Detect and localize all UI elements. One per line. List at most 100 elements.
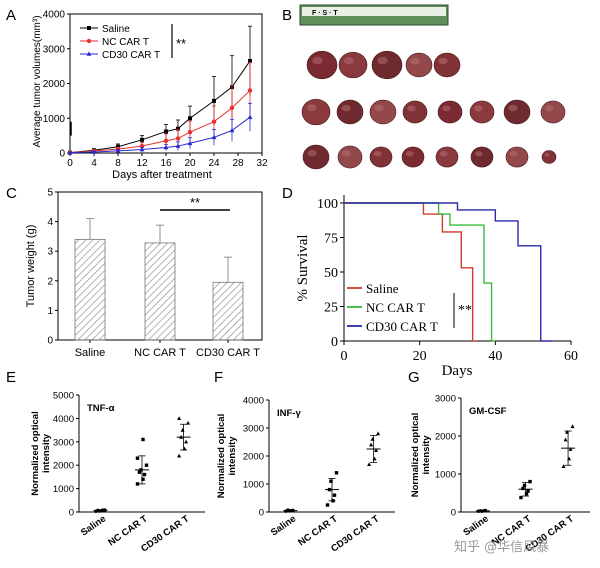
y-tick-label: 3 (47, 247, 53, 258)
data-point (139, 146, 145, 152)
data-point (329, 479, 333, 483)
x-tick-label: 20 (413, 349, 427, 364)
tumor-highlight (342, 150, 351, 157)
data-point (332, 493, 337, 497)
y-tick-label: 3000 (243, 424, 264, 435)
data-point (522, 483, 527, 488)
data-point (325, 503, 330, 507)
y-tick-label: 5000 (53, 391, 74, 402)
x-tick-label: 24 (208, 158, 220, 169)
data-point (376, 431, 381, 436)
survival-curve-1 (344, 202, 496, 342)
data-point (135, 482, 140, 486)
tumor-highlight (405, 150, 414, 157)
y-tick-label: 3000 (435, 394, 456, 405)
panel-g-gmcsf-chart: 0 1000 2000 3000 GM-CSF Normalized optical int… (410, 394, 590, 555)
data-point (91, 149, 97, 154)
tumor-grid (301, 50, 566, 170)
legend-label: NC CAR T (366, 300, 425, 315)
tumor-sample (336, 99, 364, 125)
tumor-sample (405, 52, 433, 78)
x-tick-label: CD30 CAR T (196, 347, 260, 359)
data-point (137, 470, 142, 474)
panel-letter-c: C (6, 185, 17, 202)
x-tick-label: 0 (341, 349, 348, 364)
panel-b-photo: F · S · T (299, 4, 566, 170)
y-tick-label: 50 (324, 266, 338, 281)
panel-letter-f: F (214, 369, 223, 386)
significance-label: ** (190, 195, 200, 210)
watermark: 知乎 @华信风暴 (454, 539, 549, 555)
x-axis-label: Days (442, 363, 473, 379)
panel-letter-b: B (282, 7, 292, 24)
data-point (115, 148, 121, 153)
bar (144, 242, 176, 341)
data-point (561, 464, 566, 468)
legend-marker (86, 51, 92, 56)
chart-title: TNF-α (87, 403, 115, 414)
y-tick-label: 0 (259, 508, 264, 519)
legend-marker (87, 26, 91, 30)
series-line-2 (69, 116, 251, 154)
tumor-sample (306, 50, 338, 80)
x-tick-label: Saline (269, 513, 298, 538)
data-point (142, 472, 147, 477)
data-point (229, 127, 235, 133)
y-tick-label: 100 (317, 197, 338, 212)
bar (212, 281, 244, 341)
series-line-1 (69, 90, 251, 154)
legend-marker (86, 38, 92, 44)
legend-label: Saline (102, 24, 130, 35)
y-tick-label: 0 (451, 508, 456, 519)
x-tick-label: Saline (75, 347, 106, 359)
x-tick-label: 20 (184, 158, 196, 169)
y-tick-label: 0 (59, 149, 65, 160)
y-axis-label: Average tumor volumes(mm³) (32, 15, 43, 147)
y-tick-label: 75 (324, 232, 338, 247)
data-point (374, 448, 379, 452)
data-point (188, 116, 192, 121)
tumor-sample (401, 146, 425, 168)
survival-curve-0 (344, 202, 477, 342)
tumor-sample (302, 144, 330, 170)
y-tick-label: 5 (47, 188, 53, 199)
data-point (369, 442, 374, 447)
panel-letter-a: A (6, 7, 16, 24)
y-tick-label: 0 (69, 508, 74, 519)
tumor-sample (338, 51, 368, 79)
x-tick-label: 40 (488, 349, 502, 364)
data-point (187, 140, 193, 146)
x-tick-label: 4 (91, 158, 97, 169)
x-tick-label: NC CAR T (134, 347, 186, 359)
legend-label: CD30 CAR T (366, 319, 438, 334)
data-point (140, 137, 144, 142)
y-axis-label: Tumor weight (g) (25, 225, 37, 308)
data-point (164, 129, 168, 134)
y-tick-label: 4000 (43, 10, 66, 21)
y-axis-label: Normalized optical (410, 413, 421, 497)
data-point (67, 150, 73, 155)
panel-c-tumor-weight-chart: 0 1 2 3 4 5 Tumor weight (g) Saline NC CAR T CD30… (25, 188, 263, 359)
chart-title: INF-γ (277, 408, 301, 419)
y-axis-label: Normalized optical (216, 414, 227, 498)
tumor-highlight (545, 105, 554, 112)
y-tick-label: 2 (47, 276, 53, 287)
tumor-sample (541, 150, 557, 164)
ruler-scale (302, 7, 446, 16)
tumor-sample (435, 146, 459, 168)
x-tick-label: 0 (67, 158, 73, 169)
tumor-sample (369, 146, 393, 168)
tumor-highlight (410, 57, 420, 65)
y-axis-label: Normalized optical (30, 411, 41, 495)
y-tick-label: 3000 (43, 44, 66, 55)
x-tick-label: 32 (256, 158, 268, 169)
data-point (135, 456, 140, 460)
y-tick-label: 2000 (243, 452, 264, 463)
x-tick-label: 28 (232, 158, 244, 169)
tumor-sample (402, 100, 428, 124)
y-tick-label: 2000 (43, 79, 66, 90)
y-tick-label: 2000 (435, 432, 456, 443)
data-point (334, 471, 339, 475)
tumor-highlight (407, 105, 416, 112)
tumor-sample (503, 99, 531, 125)
